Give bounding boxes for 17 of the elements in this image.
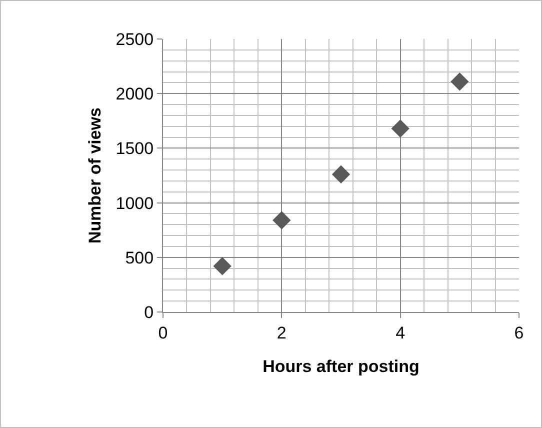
x-tick-label: 6 — [514, 323, 524, 342]
point — [272, 211, 291, 230]
y-tick-label: 0 — [144, 302, 154, 322]
x-tick-label: 0 — [158, 323, 168, 342]
x-tick-label: 2 — [276, 323, 286, 342]
y-tick-label: 1000 — [116, 194, 154, 213]
point — [391, 119, 410, 138]
point — [450, 72, 469, 91]
point — [213, 257, 232, 276]
y-tick-label: 1500 — [116, 139, 154, 158]
y-tick-label: 2000 — [116, 84, 154, 104]
y-axis-title: Number of views — [85, 107, 104, 244]
y-tick-label: 2500 — [116, 30, 154, 49]
x-axis-title: Hours after posting — [262, 356, 420, 376]
x-tick-label: 4 — [396, 323, 406, 342]
y-tick-label: 500 — [125, 248, 154, 268]
point — [332, 165, 350, 184]
